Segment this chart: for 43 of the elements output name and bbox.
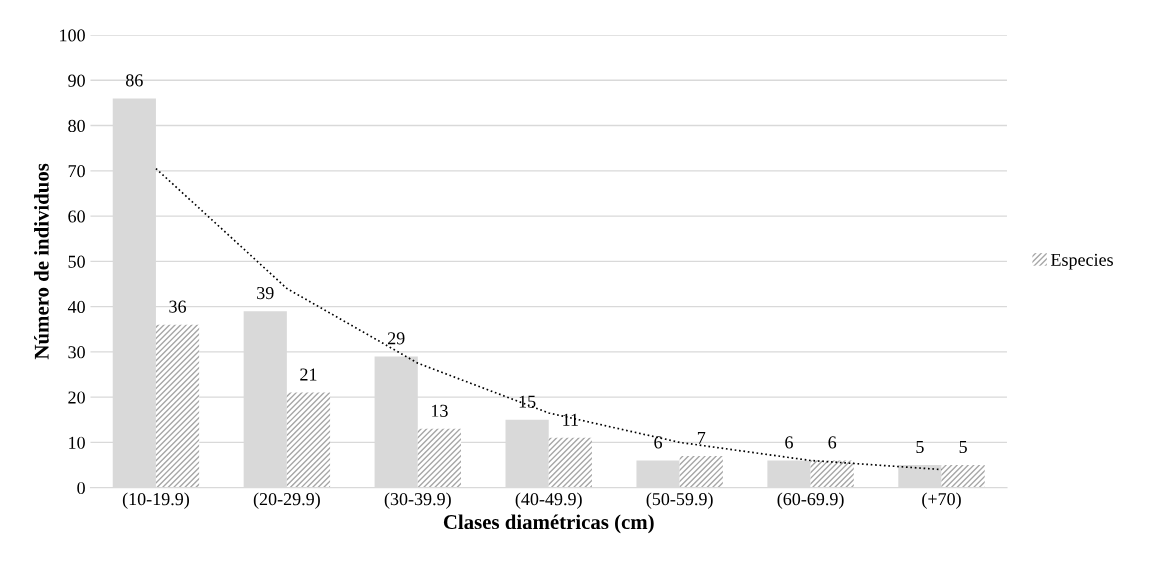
bar [155, 324, 200, 488]
data-label: 15 [519, 395, 536, 408]
x-tick-label: (10-19.9) [122, 492, 189, 509]
data-label: 6 [654, 436, 663, 449]
data-label: 21 [300, 368, 317, 381]
x-tick-label: (20-29.9) [253, 492, 320, 509]
bar [548, 437, 592, 488]
bar [810, 460, 854, 488]
data-label: 29 [387, 332, 405, 345]
x-tick-label: (50-59.9) [646, 492, 713, 509]
legend-label: Especies [1050, 253, 1113, 270]
bar [941, 465, 985, 488]
data-label: 11 [563, 413, 578, 426]
x-tick-label: (40-49.9) [515, 492, 582, 509]
y-tick-label: 30 [68, 346, 85, 359]
line-series [155, 167, 943, 471]
data-label: 6 [785, 436, 793, 449]
y-axis-title: Número de individuos [34, 163, 49, 360]
data-label: 39 [257, 286, 274, 300]
y-tick-label: 50 [68, 255, 85, 268]
x-axis-title: Clases diamétricas (cm) [443, 514, 654, 534]
y-tick-label: 100 [60, 29, 85, 42]
x-tick-label: (60-69.9) [777, 492, 844, 509]
y-tick-label: 10 [69, 436, 85, 449]
data-label: 36 [169, 300, 187, 313]
y-tick-label: 60 [68, 210, 85, 223]
x-tick-label: (30-39.9) [384, 492, 451, 509]
data-label: 5 [916, 441, 924, 454]
data-label: 86 [126, 74, 143, 87]
y-tick-label: 80 [68, 119, 85, 132]
x-tick-label: (+70) [922, 492, 961, 509]
bar [417, 428, 461, 488]
y-tick-label: 20 [68, 391, 85, 404]
bar [286, 392, 331, 488]
data-label: 13 [431, 404, 448, 417]
data-label: 6 [828, 436, 837, 449]
y-tick-label: 0 [77, 481, 85, 495]
y-tick-label: 70 [68, 165, 85, 178]
y-tick-label: 90 [68, 74, 85, 87]
data-label: 5 [959, 441, 967, 454]
data-label: 7 [697, 431, 706, 444]
y-tick-label: 40 [67, 300, 85, 314]
bar [679, 455, 723, 488]
